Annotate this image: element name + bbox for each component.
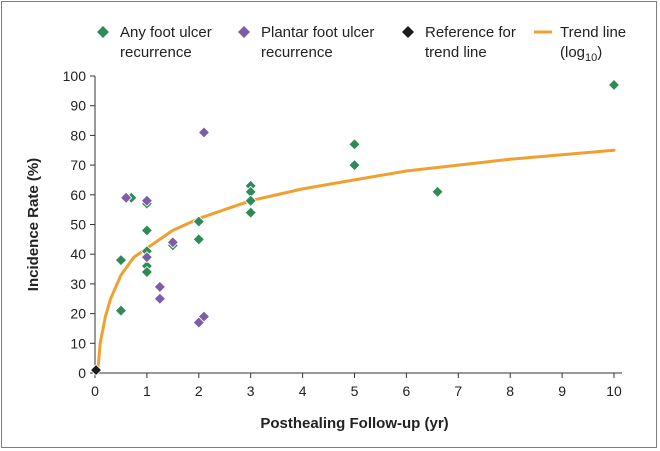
point-series-1 (431, 185, 444, 198)
point-series-2 (140, 194, 153, 207)
y-tick-label: 40 (70, 246, 86, 262)
legend-item-3: Reference for trend line (402, 24, 516, 61)
legend-marker-diamond (238, 26, 250, 38)
point-series-2 (197, 126, 211, 139)
point-series-1 (140, 265, 153, 279)
legend-label-line1: Plantar foot ulcer (261, 24, 374, 41)
x-tick-label: 8 (506, 383, 514, 399)
x-tick-label: 3 (247, 383, 255, 399)
legend-label-line1: Reference for (425, 24, 516, 41)
legend-label-line1: Any foot ulcer (120, 24, 212, 41)
legend-item-4: Trend line (log10) (534, 24, 626, 64)
y-axis-title: Incidence Rate (%) (25, 158, 42, 291)
point-series-1 (114, 304, 128, 317)
y-tick-label: 60 (70, 187, 86, 203)
legend-item-1: Any foot ulcer recurrence (97, 24, 212, 61)
legend-item-2: Plantar foot ulcer recurrence (238, 24, 374, 61)
legend-close-paren: ) (597, 44, 602, 61)
point-series-1 (140, 224, 153, 237)
point-series-1 (192, 215, 205, 228)
legend-subscript: 10 (585, 52, 597, 64)
trend-line (96, 148, 616, 375)
x-tick-label: 9 (558, 383, 566, 399)
legend-label-line2: trend line (425, 44, 487, 61)
point-series-2 (140, 251, 153, 264)
x-tick-label: 5 (351, 383, 359, 399)
y-tick-label: 80 (70, 127, 86, 143)
point-series-2 (153, 292, 166, 305)
x-tick-label: 6 (403, 383, 411, 399)
y-tick-label: 100 (63, 68, 87, 84)
point-series-3 (89, 363, 103, 377)
legend-label-line2: (log10) (560, 44, 602, 64)
point-series-1 (192, 233, 205, 246)
point-series-1 (114, 254, 128, 267)
trend-line-group (96, 148, 616, 375)
y-tick-label: 20 (70, 306, 86, 322)
point-series-1 (607, 78, 621, 91)
point-series-2 (120, 191, 133, 204)
y-tick-label: 70 (70, 157, 86, 173)
y-tick-label: 90 (70, 98, 86, 114)
y-tick-label: 10 (70, 335, 86, 351)
legend-label-line2: recurrence (261, 44, 333, 61)
x-tick-label: 1 (143, 383, 151, 399)
point-series-1 (348, 138, 361, 151)
point-series-2 (197, 310, 211, 323)
point-series-2 (166, 236, 179, 249)
legend-label-line1: Trend line (560, 24, 626, 41)
x-tick-label: 7 (454, 383, 462, 399)
y-tick-label: 50 (70, 217, 86, 233)
x-tick-label: 4 (299, 383, 307, 399)
point-series-1 (244, 194, 257, 207)
legend-marker-diamond (402, 26, 414, 38)
x-tick-label: 2 (195, 383, 203, 399)
point-series-2 (153, 280, 166, 293)
legend-label-line2: recurrence (120, 44, 192, 61)
x-axis-title: Posthealing Follow-up (yr) (260, 415, 448, 432)
legend-marker-diamond (97, 26, 109, 38)
y-tick-label: 0 (78, 365, 86, 381)
data-points (89, 78, 621, 377)
point-series-1 (348, 159, 361, 172)
x-tick-label: 10 (606, 383, 622, 399)
point-series-1 (244, 206, 257, 219)
y-tick-label: 30 (70, 276, 86, 292)
x-tick-label: 0 (91, 383, 99, 399)
